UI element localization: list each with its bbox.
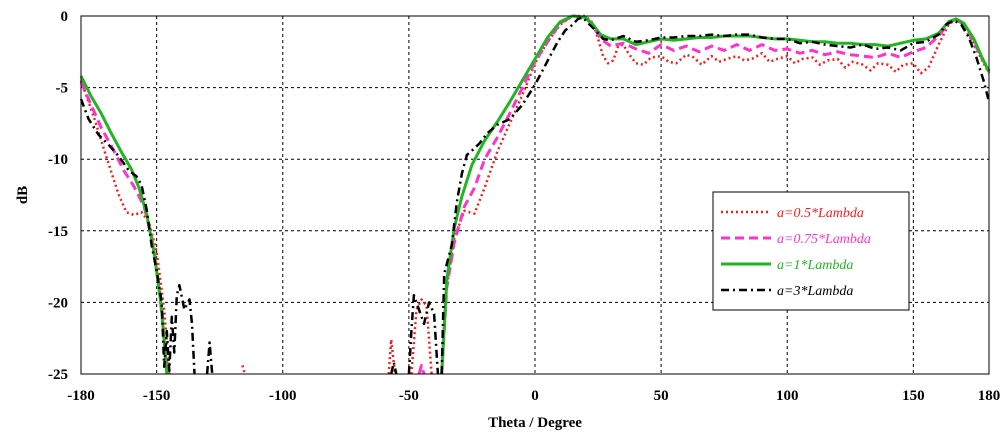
- legend-label: a=3*Lambda: [777, 284, 853, 299]
- y-tick-label: -20: [48, 295, 68, 311]
- y-tick-label: -10: [48, 152, 68, 168]
- series-segment: [440, 14, 991, 375]
- y-tick-labels: 0 -5 -10 -15 -20 -25: [48, 9, 68, 383]
- series-segment: [440, 14, 991, 375]
- x-tick-labels: -180 -150 -100 -50 0 50 100 150 180: [67, 388, 1000, 404]
- x-tick-label: 150: [902, 388, 925, 404]
- series-segment: [440, 14, 991, 375]
- x-tick-label: -150: [143, 388, 171, 404]
- series-segment: [79, 79, 171, 375]
- series-segment: [417, 363, 426, 375]
- x-axis-title: Theta / Degree: [488, 415, 582, 431]
- series-segment: [205, 341, 214, 375]
- series-segment: [407, 293, 440, 375]
- y-tick-label: 0: [61, 9, 69, 25]
- series-segment: [387, 338, 397, 375]
- x-tick-label: -180: [67, 388, 95, 404]
- y-tick-label: -15: [48, 224, 68, 240]
- x-tick-label: 50: [654, 388, 669, 404]
- y-tick-label: -5: [56, 81, 69, 97]
- series-segment: [440, 16, 991, 375]
- x-tick-label: 180: [978, 388, 1001, 404]
- plot-frame: [80, 15, 990, 375]
- x-tick-label: 0: [531, 388, 539, 404]
- x-tick-label: -100: [269, 388, 297, 404]
- x-tick-label: -50: [399, 388, 419, 404]
- series-line: [79, 14, 991, 375]
- series-segment: [79, 75, 169, 375]
- series-line: [79, 16, 991, 375]
- x-tick-label: 100: [776, 388, 799, 404]
- legend-label: a=0.75*Lambda: [777, 232, 871, 247]
- series-segment: [241, 365, 247, 375]
- series-segment: [410, 298, 433, 375]
- series-line: [79, 14, 991, 375]
- legend: a=0.5*Lambda a=0.75*Lambda a=1*Lambda a=3*L…: [712, 191, 910, 311]
- series-lines: [79, 14, 991, 375]
- series-segment: [389, 361, 398, 375]
- y-axis-title: dB: [15, 186, 31, 204]
- legend-label: a=0.5*Lambda: [777, 206, 864, 221]
- y-tick-label: -25: [48, 367, 68, 383]
- legend-label: a=1*Lambda: [777, 258, 853, 273]
